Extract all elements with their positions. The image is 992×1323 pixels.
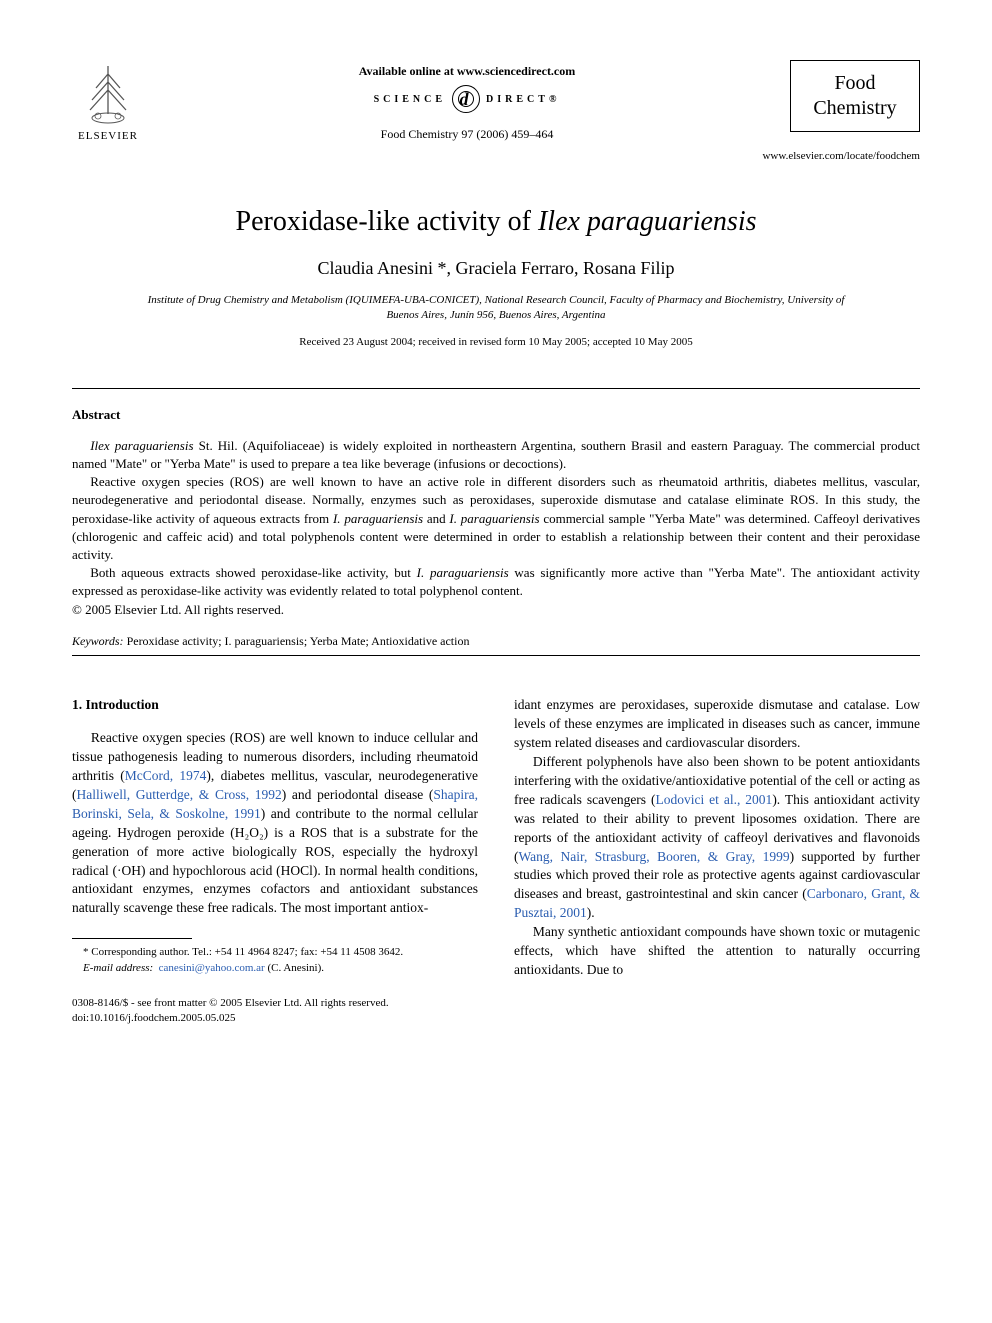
affiliation: Institute of Drug Chemistry and Metaboli… <box>132 293 860 324</box>
keywords-label: Keywords: <box>72 634 124 648</box>
intro-p1: Reactive oxygen species (ROS) are well k… <box>72 729 478 918</box>
section-heading-intro: 1. Introduction <box>72 696 478 715</box>
email-link[interactable]: canesini@yahoo.com.ar <box>159 962 265 974</box>
science-direct-target-icon: d <box>452 85 480 113</box>
issn-line: 0308-8146/$ - see front matter © 2005 El… <box>72 996 478 1011</box>
intro-p1-d: ) and contribute to the normal cellular … <box>72 806 478 915</box>
keywords-text: Peroxidase activity; I. paraguariensis; … <box>124 634 470 648</box>
title-species: Ilex paraguariensis <box>538 206 757 237</box>
science-direct-right: DIRECT® <box>486 94 560 105</box>
abstract-heading: Abstract <box>72 407 920 423</box>
divider-after-keywords <box>72 655 920 656</box>
journal-box-wrapper: Food Chemistry <box>790 60 920 132</box>
publisher-logo: ELSEVIER <box>72 60 144 142</box>
article-title: Peroxidase-like activity of Ilex paragua… <box>72 206 920 238</box>
citation-line: Food Chemistry 97 (2006) 459–464 <box>144 127 790 142</box>
journal-header: ELSEVIER Available online at www.science… <box>72 60 920 142</box>
divider-top <box>72 388 920 389</box>
intro-p2-d: ). <box>587 905 595 920</box>
publisher-name: ELSEVIER <box>78 130 138 142</box>
abstract-copyright: © 2005 Elsevier Ltd. All rights reserved… <box>72 602 920 618</box>
column-right: idant enzymes are peroxidases, superoxid… <box>514 696 920 1025</box>
column-left: 1. Introduction Reactive oxygen species … <box>72 696 478 1025</box>
cite-mccord[interactable]: McCord, 1974 <box>125 768 207 783</box>
abstract-p1-species: Ilex paraguariensis <box>90 438 193 453</box>
corresponding-author-footnote: * Corresponding author. Tel.: +54 11 496… <box>72 945 478 960</box>
email-footnote: E-mail address: canesini@yahoo.com.ar (C… <box>72 961 478 976</box>
header-center: Available online at www.sciencedirect.co… <box>144 60 790 142</box>
author-list: Claudia Anesini *, Graciela Ferraro, Ros… <box>72 258 920 279</box>
abstract-p2: Reactive oxygen species (ROS) are well k… <box>72 473 920 564</box>
footnote-rule <box>72 938 192 939</box>
cite-wang[interactable]: Wang, Nair, Strasburg, Booren, & Gray, 1… <box>519 849 790 864</box>
abstract-p2-sp1: I. paraguariensis <box>333 511 423 526</box>
elsevier-tree-icon <box>78 60 138 128</box>
title-prefix: Peroxidase-like activity of <box>236 206 538 237</box>
bottom-meta: 0308-8146/$ - see front matter © 2005 El… <box>72 996 478 1026</box>
intro-p1-c: ) and periodontal disease ( <box>282 787 434 802</box>
abstract-body: Ilex paraguariensis St. Hil. (Aquifoliac… <box>72 437 920 601</box>
email-label: E-mail address: <box>83 962 153 974</box>
doi-line: doi:10.1016/j.foodchem.2005.05.025 <box>72 1011 478 1026</box>
science-direct-left: SCIENCE <box>374 94 446 105</box>
intro-p3: Many synthetic antioxidant compounds hav… <box>514 923 920 980</box>
journal-locate-url: www.elsevier.com/locate/foodchem <box>72 150 920 162</box>
journal-name-line2: Chemistry <box>807 96 903 121</box>
section-title: Introduction <box>86 697 159 712</box>
science-direct-logo: SCIENCE d DIRECT® <box>144 85 790 113</box>
intro-p2: Different polyphenols have also been sho… <box>514 753 920 923</box>
available-online-text: Available online at www.sciencedirect.co… <box>144 64 790 79</box>
journal-title-box: Food Chemistry <box>790 60 920 132</box>
abstract-p1: Ilex paraguariensis St. Hil. (Aquifoliac… <box>72 437 920 473</box>
abstract-p3-a: Both aqueous extracts showed peroxidase-… <box>90 565 416 580</box>
cite-halliwell[interactable]: Halliwell, Gutterdge, & Cross, 1992 <box>77 787 282 802</box>
abstract-p1-rest: St. Hil. (Aquifoliaceae) is widely explo… <box>72 438 920 471</box>
abstract-p3-sp: I. paraguariensis <box>417 565 509 580</box>
abstract-p3: Both aqueous extracts showed peroxidase-… <box>72 564 920 600</box>
abstract-p2-c: and <box>423 511 449 526</box>
intro-p1-cont: idant enzymes are peroxidases, superoxid… <box>514 696 920 753</box>
section-number: 1. <box>72 697 82 712</box>
journal-name-line1: Food <box>807 71 903 96</box>
email-suffix: (C. Anesini). <box>265 962 324 974</box>
submission-dates: Received 23 August 2004; received in rev… <box>72 336 920 348</box>
cite-lodovici[interactable]: Lodovici et al., 2001 <box>656 792 773 807</box>
body-columns: 1. Introduction Reactive oxygen species … <box>72 696 920 1025</box>
keywords-line: Keywords: Peroxidase activity; I. paragu… <box>72 634 920 649</box>
abstract-p2-sp2: I. paraguariensis <box>449 511 539 526</box>
